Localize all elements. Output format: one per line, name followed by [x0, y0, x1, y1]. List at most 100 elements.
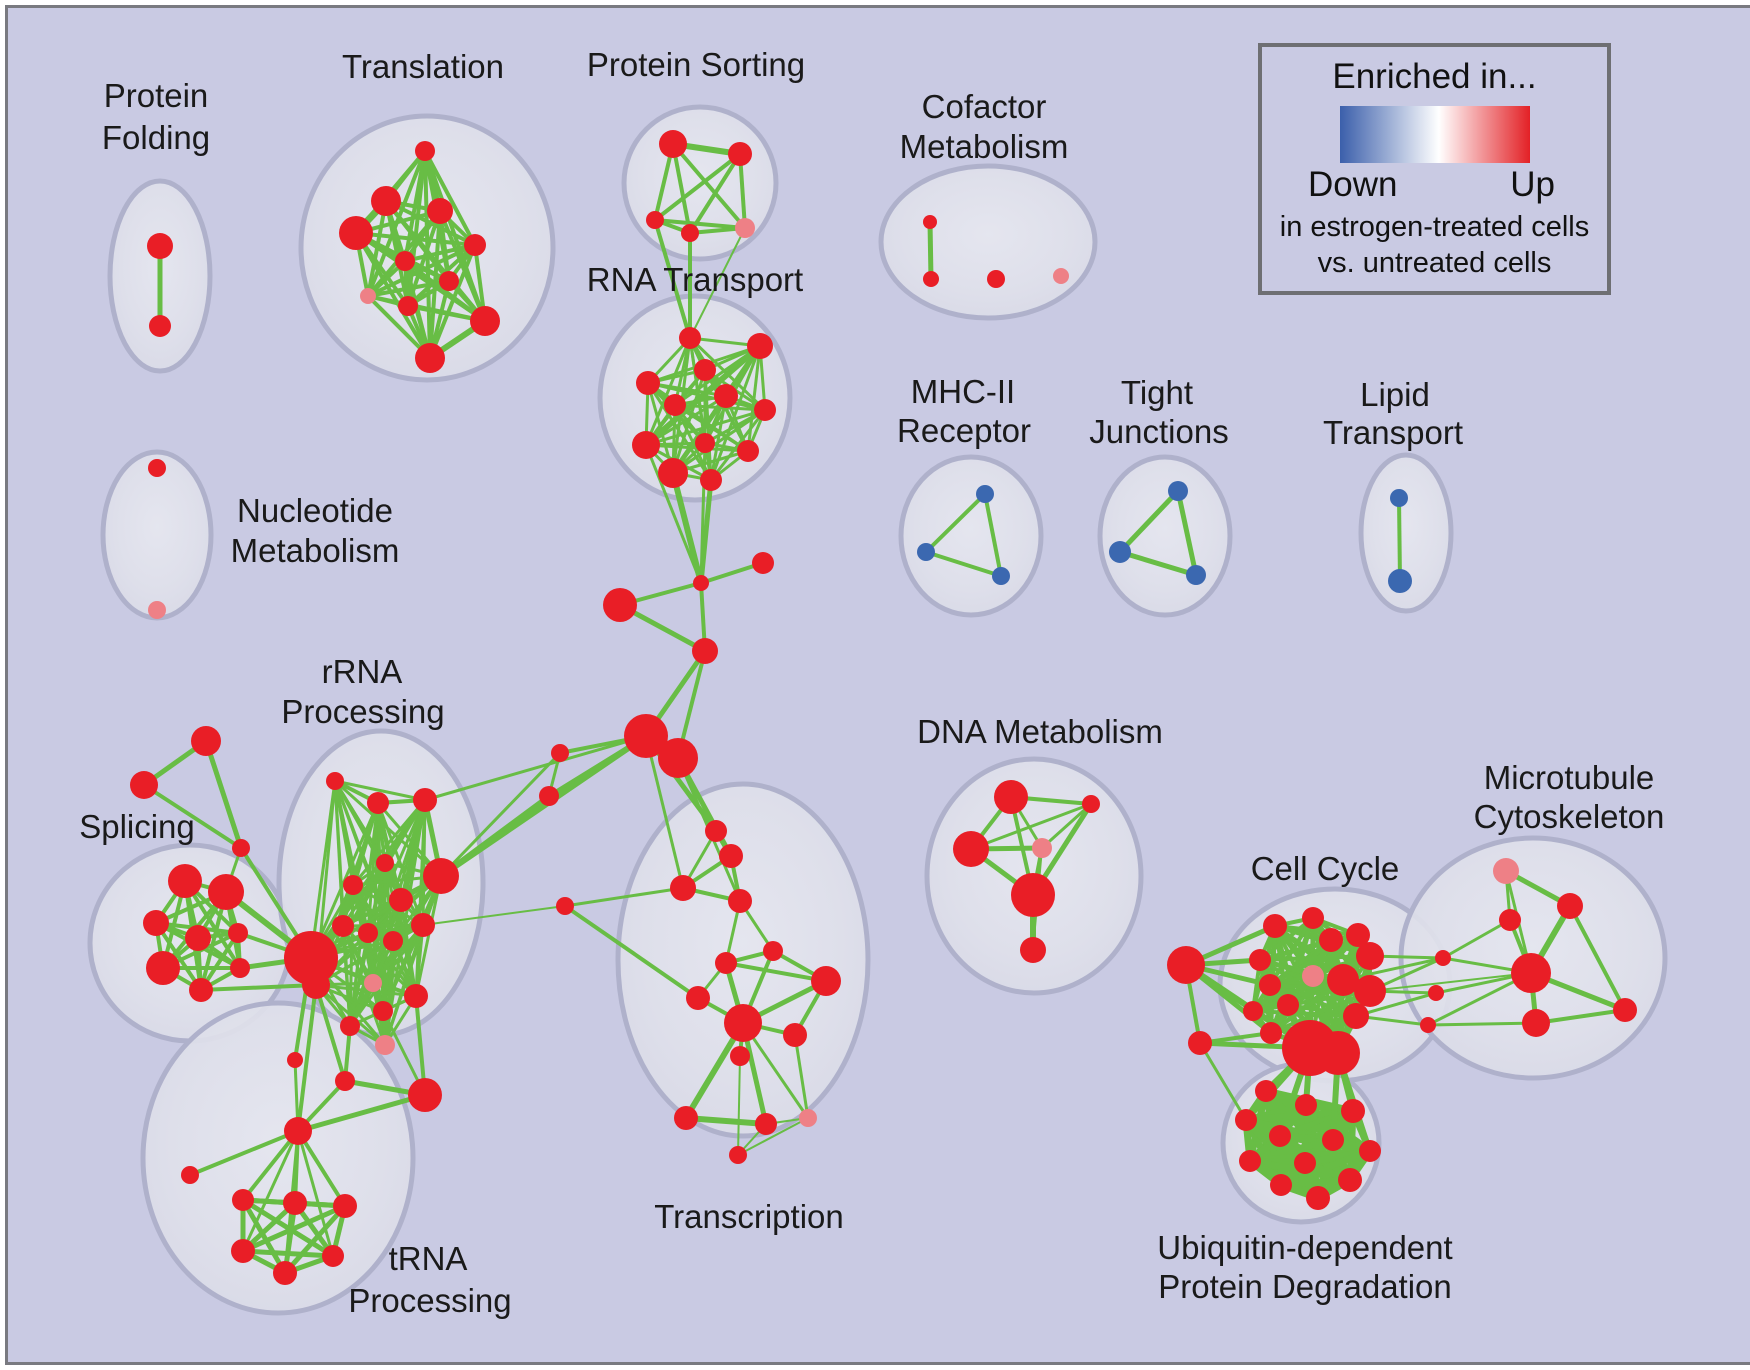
edge	[348, 932, 370, 1027]
translation-node	[470, 306, 500, 336]
cell-cycle-node	[1259, 974, 1281, 996]
protein-sorting-node	[659, 130, 687, 158]
dna-metabolism-node	[1032, 838, 1052, 858]
transcription-node	[783, 1023, 807, 1047]
edge	[404, 243, 476, 263]
trna-processing-node	[284, 1117, 312, 1145]
translation-node	[398, 296, 418, 316]
ubiquitin-degradation-node	[1235, 1109, 1257, 1131]
edge	[1442, 918, 1511, 960]
network-svg: Protein Folding Translation Protein Sorting…	[79, 46, 1668, 1319]
microtubule-cytoskeleton-node	[1511, 953, 1551, 993]
ubiquitin-degradation-label: Ubiquitin-dependent	[1157, 1229, 1452, 1266]
edge	[927, 221, 934, 280]
cell-cycle-label: Cell Cycle	[1251, 850, 1400, 887]
edge	[348, 924, 425, 1027]
edge	[1535, 1008, 1626, 1025]
rrna-processing-node	[373, 1001, 393, 1021]
connectors-node	[752, 552, 774, 574]
cell-cycle-node	[1243, 1001, 1263, 1021]
edge	[423, 150, 477, 246]
splicing-node	[232, 839, 250, 857]
edge	[296, 1129, 347, 1208]
microtubule-cytoskeleton-label: Cytoskeleton	[1474, 798, 1665, 835]
cell-cycle-node	[1327, 964, 1359, 996]
splicing-node	[168, 864, 202, 898]
microtubule-cytoskeleton-node	[1613, 998, 1637, 1022]
cell-cycle-node	[1428, 985, 1444, 1001]
edge	[1397, 497, 1402, 582]
translation-node	[339, 216, 373, 250]
edge	[1040, 802, 1093, 850]
cell-cycle-node	[1249, 949, 1271, 971]
rna-transport-node	[664, 394, 686, 416]
edge	[342, 923, 424, 928]
connectors-node	[693, 575, 709, 591]
edge	[1175, 490, 1199, 576]
connectors-node	[551, 744, 569, 762]
rrna-processing-node	[364, 974, 382, 992]
cell-cycle-node	[1260, 1022, 1282, 1044]
transcription-label: Transcription	[654, 1198, 844, 1235]
transcription-node	[705, 820, 727, 842]
legend-subtitle-line2: vs. untreated cells	[1317, 247, 1552, 279]
rna-transport-node	[636, 371, 660, 395]
protein-sorting-node	[735, 218, 755, 238]
edge	[644, 735, 685, 889]
edge	[689, 227, 746, 339]
legend-title: Enriched in...	[1332, 57, 1537, 96]
ubiquitin-degradation-node	[1255, 1080, 1277, 1102]
edge	[424, 734, 647, 802]
edge	[644, 444, 703, 584]
cell-cycle-node	[1188, 1031, 1212, 1055]
lipid-transport-node	[1390, 489, 1408, 507]
edge	[709, 395, 728, 481]
nodes-layer	[130, 130, 1637, 1285]
mhc-ii-receptor-label: Receptor	[897, 412, 1031, 449]
ubiquitin-degradation-node	[1359, 1140, 1381, 1162]
cell-cycle-node	[1346, 923, 1370, 947]
enrichment-map-figure: Protein Folding Translation Protein Sorting…	[5, 5, 1750, 1365]
rrna-processing-label: Processing	[281, 693, 444, 730]
edge	[1355, 991, 1437, 1018]
edge	[671, 143, 692, 234]
edge	[741, 1022, 810, 1119]
ubiquitin-degradation-label: Protein Degradation	[1158, 1268, 1452, 1305]
rna-transport-node	[714, 384, 738, 408]
cofactor-metabolism-label: Cofactor	[922, 88, 1047, 125]
cofactor-metabolism-node	[923, 215, 937, 229]
protein-folding-label: Folding	[102, 119, 210, 156]
edge	[924, 492, 987, 554]
trna-processing-label: tRNA	[389, 1240, 468, 1277]
legend-subtitle: in estrogen-treated cells vs. untreated …	[1262, 209, 1607, 281]
rna-transport-node	[694, 359, 716, 381]
splicing-node	[208, 874, 244, 910]
cofactor-metabolism-region	[878, 163, 1098, 321]
legend-down-label: Down	[1308, 165, 1398, 204]
mhc-ii-receptor-node	[992, 567, 1010, 585]
cell-cycle-node	[1343, 1003, 1369, 1029]
dna-metabolism-node	[1011, 873, 1055, 917]
edge	[1342, 956, 1444, 982]
cofactor-metabolism-label: Metabolism	[900, 128, 1069, 165]
tight-junctions-node	[1168, 481, 1188, 501]
edge	[1258, 916, 1315, 962]
cell-cycle-node	[1277, 994, 1299, 1016]
edge	[296, 1130, 335, 1257]
cell-cycle-node	[1302, 907, 1324, 929]
splicing-node	[230, 958, 250, 978]
lipid-transport-node	[1388, 569, 1412, 593]
protein-folding-node	[147, 233, 173, 259]
cell-cycle-node	[1435, 950, 1451, 966]
protein-sorting-node	[681, 224, 699, 242]
connectors-node	[603, 588, 637, 622]
transcription-node	[715, 952, 737, 974]
transcription-node	[686, 986, 710, 1010]
edge	[203, 740, 244, 849]
edge	[654, 218, 746, 230]
protein-folding-node	[149, 315, 171, 337]
edge	[189, 1129, 299, 1177]
edge	[709, 409, 767, 481]
legend-gradient-bar	[1339, 106, 1530, 163]
edge	[983, 493, 1003, 577]
